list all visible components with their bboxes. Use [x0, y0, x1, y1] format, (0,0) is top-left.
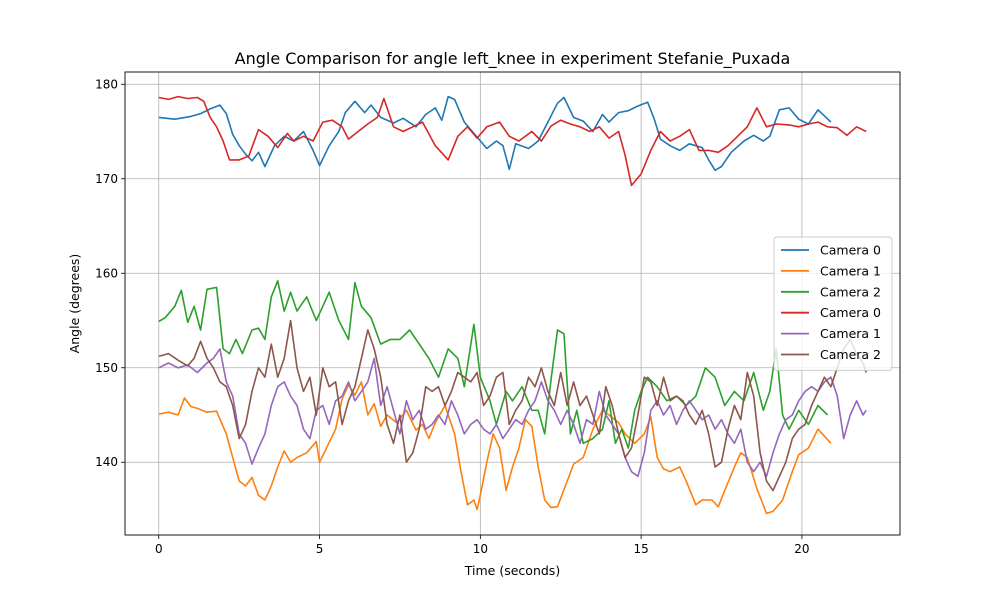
series-line-0 [158, 95, 832, 172]
legend-label: Camera 2 [820, 347, 881, 362]
chart-title: Angle Comparison for angle left_knee in … [235, 49, 791, 69]
series-line-1 [158, 381, 832, 515]
grid-lines [125, 72, 900, 535]
legend-label: Camera 0 [820, 305, 881, 320]
legend-label: Camera 1 [820, 263, 881, 278]
x-tick-label: 10 [473, 542, 488, 556]
axis-ticks: 0 5 10 15 20 140 150 160 170 180 [95, 77, 809, 556]
legend-label: Camera 1 [820, 326, 881, 341]
legend-label: Camera 0 [820, 243, 881, 258]
x-tick-label: 5 [316, 542, 324, 556]
series-lines [158, 95, 867, 515]
series-line-4 [158, 348, 867, 478]
legend: Camera 0 Camera 1 Camera 2 Camera 0 Camera 1… [773, 236, 893, 371]
y-tick-label: 150 [95, 361, 118, 375]
series-line-5 [158, 319, 867, 492]
x-tick-label: 20 [794, 542, 809, 556]
series-line-3 [158, 95, 867, 187]
y-tick-label: 170 [95, 172, 118, 186]
x-tick-label: 15 [633, 542, 648, 556]
x-axis-label: Time (seconds) [464, 563, 560, 578]
series-line-2 [158, 279, 829, 449]
plot-frame [124, 71, 901, 536]
y-tick-label: 180 [95, 77, 118, 91]
y-tick-label: 140 [95, 455, 118, 469]
y-axis-label: Angle (degrees) [67, 254, 82, 354]
y-tick-label: 160 [95, 266, 118, 280]
x-tick-label: 0 [155, 542, 163, 556]
legend-label: Camera 2 [820, 284, 881, 299]
